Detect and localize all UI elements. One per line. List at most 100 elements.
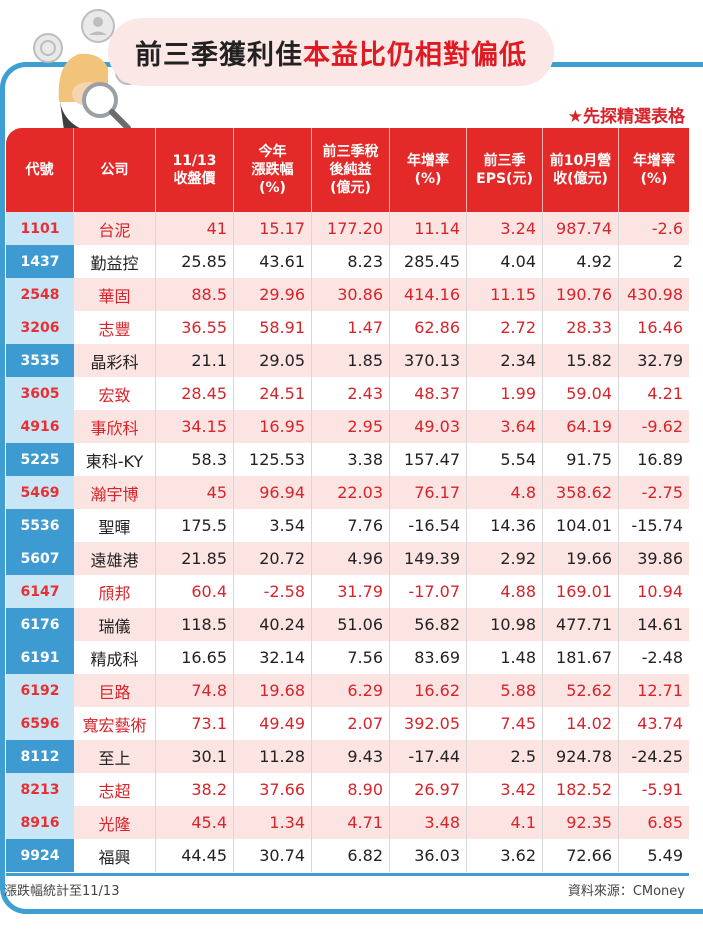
cell-rev-growth: 39.86 — [637, 549, 683, 568]
cell-rev: 190.76 — [543, 278, 619, 311]
cell-ytd: 30.74 — [234, 839, 312, 872]
table-row: 8112 至上 30.1 11.28 9.43 -17.44 2.5 924.78 -24.25 — [6, 740, 689, 773]
cell-rev-growth: 14.61 — [637, 615, 683, 634]
column-header: 今年 漲跌幅 (%) — [234, 128, 312, 212]
stock-table: 代號 公司 11/13 收盤價 今年 漲跌幅 (%) 前三季稅 後純益 (億元) 年增率 … — [6, 128, 689, 872]
table-header-row: 代號 公司 11/13 收盤價 今年 漲跌幅 (%) 前三季稅 後純益 (億元) 年增率 … — [6, 128, 689, 212]
cell-profit: 3.38 — [312, 443, 390, 476]
table-row: 8916 光隆 45.4 1.34 4.71 3.48 4.1 92.35 6.85 — [6, 806, 689, 839]
cell-eps: 2.92 — [467, 542, 543, 575]
cell-rev-growth: -2.48 — [641, 648, 683, 667]
cell-profit: 2.07 — [312, 707, 390, 740]
company-name: 至上 — [74, 740, 156, 773]
cell-ytd: 125.53 — [234, 443, 312, 476]
cell-ytd: 1.34 — [234, 806, 312, 839]
cell-rev-growth: 4.21 — [647, 384, 683, 403]
cell-ytd: 16.95 — [234, 410, 312, 443]
cell-profit: 31.79 — [312, 575, 390, 608]
cell-ytd: 96.94 — [234, 476, 312, 509]
cell-eps: 1.48 — [467, 641, 543, 674]
stock-code: 8916 — [6, 806, 74, 839]
cell-ytd: 24.51 — [234, 377, 312, 410]
cell-rev: 15.82 — [543, 344, 619, 377]
cell-ytd: 49.49 — [234, 707, 312, 740]
cell-growth: 3.48 — [390, 806, 467, 839]
cell-rev: 91.75 — [543, 443, 619, 476]
cell-rev-growth: -2.75 — [641, 483, 683, 502]
cell-close: 21.85 — [156, 542, 234, 575]
company-name: 巨路 — [74, 674, 156, 707]
company-name: 瀚宇博 — [74, 476, 156, 509]
cell-rev: 72.66 — [543, 839, 619, 872]
column-header: 代號 — [6, 128, 74, 212]
company-name: 宏致 — [74, 377, 156, 410]
cell-rev: 987.74 — [543, 212, 619, 245]
cell-close: 36.55 — [156, 311, 234, 344]
cell-rev: 64.19 — [543, 410, 619, 443]
cell-profit: 6.29 — [312, 674, 390, 707]
table-row: 8213 志超 38.2 37.66 8.90 26.97 3.42 182.52 -5.91 — [6, 773, 689, 806]
cell-profit: 8.23 — [312, 245, 390, 278]
cell-close: 45.4 — [156, 806, 234, 839]
company-name: 精成科 — [74, 641, 156, 674]
cell-growth: 49.03 — [390, 410, 467, 443]
stock-code: 8112 — [6, 740, 74, 773]
bottom-divider — [6, 873, 689, 876]
cell-profit: 2.43 — [312, 377, 390, 410]
cell-rev-growth: -15.74 — [631, 516, 683, 535]
cell-eps: 5.54 — [467, 443, 543, 476]
stock-code: 6596 — [6, 707, 74, 740]
cell-rev-growth: 32.79 — [637, 351, 683, 370]
cell-profit: 7.56 — [312, 641, 390, 674]
cell-ytd: 29.96 — [234, 278, 312, 311]
page-title: 前三季獲利佳 本益比仍相對偏低 — [108, 18, 554, 86]
cell-growth: -17.44 — [390, 740, 467, 773]
cell-growth: 392.05 — [390, 707, 467, 740]
cell-profit: 9.43 — [312, 740, 390, 773]
cell-rev: 477.71 — [543, 608, 619, 641]
cell-rev-growth: -2.6 — [651, 219, 683, 238]
company-name: 寬宏藝術 — [74, 707, 156, 740]
stock-code: 6192 — [6, 674, 74, 707]
cell-eps: 3.62 — [467, 839, 543, 872]
cell-profit: 7.76 — [312, 509, 390, 542]
cell-growth: 36.03 — [390, 839, 467, 872]
table-row: 3535 晶彩科 21.1 29.05 1.85 370.13 2.34 15.82 32.79 — [6, 344, 689, 377]
cell-close: 28.45 — [156, 377, 234, 410]
cell-rev: 181.67 — [543, 641, 619, 674]
company-name: 志豐 — [74, 311, 156, 344]
cell-growth: 56.82 — [390, 608, 467, 641]
cell-ytd: 15.17 — [234, 212, 312, 245]
cell-growth: 16.62 — [390, 674, 467, 707]
company-name: 志超 — [74, 773, 156, 806]
cell-growth: 149.39 — [390, 542, 467, 575]
cell-ytd: 43.61 — [234, 245, 312, 278]
cell-rev-growth: 5.49 — [647, 846, 683, 865]
stock-code: 9924 — [6, 839, 74, 872]
cell-growth: 11.14 — [390, 212, 467, 245]
cell-rev: 182.52 — [543, 773, 619, 806]
table-row: 6147 頎邦 60.4 -2.58 31.79 -17.07 4.88 169.01 10.9… — [6, 575, 689, 608]
cell-close: 88.5 — [156, 278, 234, 311]
cell-growth: 26.97 — [390, 773, 467, 806]
stock-code: 5607 — [6, 542, 74, 575]
cell-growth: -16.54 — [390, 509, 467, 542]
table-row: 3605 宏致 28.45 24.51 2.43 48.37 1.99 59.04 4.21 — [6, 377, 689, 410]
table-row: 6596 寬宏藝術 73.1 49.49 2.07 392.05 7.45 14.02 43.7… — [6, 707, 689, 740]
cell-rev: 358.62 — [543, 476, 619, 509]
company-name: 華固 — [74, 278, 156, 311]
cell-ytd: 11.28 — [234, 740, 312, 773]
cell-profit: 4.71 — [312, 806, 390, 839]
stock-code: 3206 — [6, 311, 74, 344]
stock-code: 2548 — [6, 278, 74, 311]
cell-rev: 14.02 — [543, 707, 619, 740]
cell-rev: 52.62 — [543, 674, 619, 707]
company-name: 頎邦 — [74, 575, 156, 608]
cell-ytd: 58.91 — [234, 311, 312, 344]
cell-rev: 4.92 — [543, 245, 619, 278]
cell-ytd: 19.68 — [234, 674, 312, 707]
table-row: 1101 台泥 41 15.17 177.20 11.14 3.24 987.74 -2.6 — [6, 212, 689, 245]
cell-close: 25.85 — [156, 245, 234, 278]
cell-rev-growth: 43.74 — [637, 714, 683, 733]
cell-close: 45 — [156, 476, 234, 509]
